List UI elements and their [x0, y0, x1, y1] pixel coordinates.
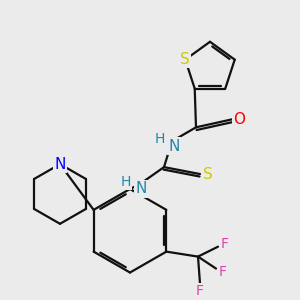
- Text: H: H: [121, 175, 131, 189]
- Text: N: N: [54, 157, 66, 172]
- Text: N: N: [135, 182, 147, 196]
- Text: H: H: [155, 132, 165, 146]
- Text: F: F: [221, 237, 229, 251]
- Text: S: S: [203, 167, 213, 182]
- Text: N: N: [168, 139, 180, 154]
- Text: S: S: [180, 52, 190, 67]
- Text: O: O: [233, 112, 245, 127]
- Text: F: F: [219, 265, 227, 278]
- Text: F: F: [196, 284, 204, 298]
